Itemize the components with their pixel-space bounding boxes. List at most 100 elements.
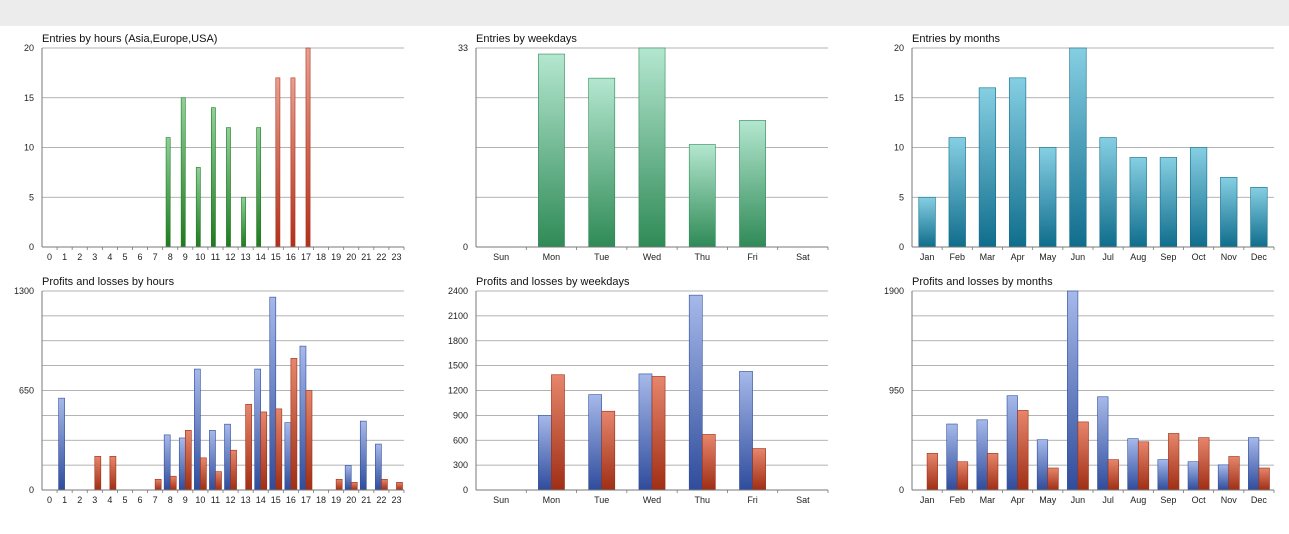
x-tick-label: 10 [195,495,205,505]
bar [739,120,766,248]
bar [230,449,237,491]
bar [165,137,171,248]
bar [1107,459,1119,491]
bar [375,443,382,491]
x-tick-label: Jan [920,495,935,505]
x-tick-label: 9 [183,252,188,262]
y-tick-label: 5 [899,192,904,202]
x-tick-label: Thu [695,495,711,505]
x-tick-label: 13 [241,495,251,505]
x-tick-label: 9 [183,495,188,505]
x-tick-label: 16 [286,495,296,505]
x-tick-label: 4 [107,252,112,262]
bar [260,411,268,491]
x-tick-label: 22 [376,495,386,505]
bar [1217,464,1230,491]
x-tick-label: Sat [796,252,810,262]
bar [299,345,307,491]
chart-title: Entries by weekdays [476,33,577,45]
bar [1008,77,1027,248]
y-tick-label: 300 [453,460,468,470]
bar [195,167,201,248]
x-tick-label: Thu [695,252,711,262]
x-tick-label: Jul [1102,495,1114,505]
y-tick-label: 1500 [448,361,468,371]
y-tick-label: 15 [24,93,34,103]
chart-entries-weekdays: Entries by weekdays 0 33 Sun Mon Tue Wed Thu Fri… [436,30,836,269]
x-tick-label: 4 [107,495,112,505]
y-tick-label: 1200 [448,386,468,396]
chart-title: Profits and losses by hours [42,276,175,288]
bar [1077,421,1089,491]
chart-svg-pl-months: Profits and losses by months 0 950 1900 Jan F… [884,276,1275,505]
x-tick-label: Apr [1011,252,1025,262]
chart-entries-months: Entries by months 0 5 10 15 20 Jan Feb Mar Apr May… [872,30,1282,269]
bar [224,423,231,491]
x-tick-label: Sun [493,252,509,262]
x-tick-label: 8 [168,252,173,262]
bar [1198,437,1210,491]
bar [1248,437,1260,491]
chart-svg-entries-hours: Entries by hours (Asia,Europe,USA)051015… [24,33,405,262]
bar [918,196,936,248]
x-tick-label: 1 [62,495,67,505]
chart-svg-entries-months: Entries by months 0 5 10 15 20 Jan Feb Mar Apr May… [894,33,1275,262]
y-tick-label: 0 [29,242,34,252]
chart-pl-months: Profits and losses by months 0 950 1900 Jan F… [872,273,1282,512]
x-tick-label: 12 [226,252,236,262]
bar [1189,147,1208,248]
bar [638,373,653,491]
bar [163,434,171,491]
y-tick-label: 2100 [448,311,468,321]
x-tick-label: Sep [1160,252,1176,262]
x-tick-label: 16 [286,252,296,262]
x-tick-label: 12 [226,495,236,505]
chart-svg-entries-weekdays: Entries by weekdays 0 33 Sun Mon Tue Wed Thu Fri… [458,33,829,262]
bar [226,127,231,248]
x-tick-label: Dec [1251,495,1268,505]
bar [335,478,343,491]
x-tick-label: 15 [271,495,281,505]
x-tick-label: May [1039,252,1057,262]
x-tick-label: May [1039,495,1057,505]
x-tick-label: 6 [138,495,143,505]
bar [275,77,281,248]
x-tick-label: Sep [1160,495,1176,505]
bar [1228,456,1240,491]
x-tick-label: Mon [543,252,561,262]
x-tick-label: Fri [747,252,758,262]
y-tick-label: 1300 [14,286,34,296]
x-tick-label: 20 [346,252,356,262]
y-tick-label: 0 [29,485,34,495]
x-tick-label: 17 [301,252,311,262]
bar [269,296,277,491]
bar [739,371,753,491]
bar [1250,187,1268,248]
y-tick-label: 2400 [448,286,468,296]
x-tick-label: Nov [1221,495,1238,505]
x-tick-label: 21 [361,252,371,262]
bar [1258,467,1270,491]
bar [290,77,296,248]
x-tick-label: Jun [1071,495,1086,505]
bar [94,456,102,491]
chart-entries-hours: Entries by hours (Asia,Europe,USA) 0 5 10 15… [2,30,412,269]
bar [1017,410,1029,491]
x-tick-label: 2 [77,252,82,262]
bar [178,437,186,491]
bar [209,430,216,491]
bar [651,376,666,491]
bar [381,478,388,491]
y-tick-label: 950 [889,386,904,396]
bar [169,475,177,491]
y-tick-label: 0 [899,242,904,252]
chart-title: Profits and losses by weekdays [476,276,630,288]
x-tick-label: 3 [92,252,97,262]
x-tick-label: 15 [271,252,281,262]
bar [1069,47,1087,248]
x-tick-label: Aug [1130,252,1146,262]
bar [688,294,703,491]
y-tick-label: 0 [899,485,904,495]
y-tick-label: 0 [463,485,468,495]
x-tick-label: 17 [301,495,311,505]
